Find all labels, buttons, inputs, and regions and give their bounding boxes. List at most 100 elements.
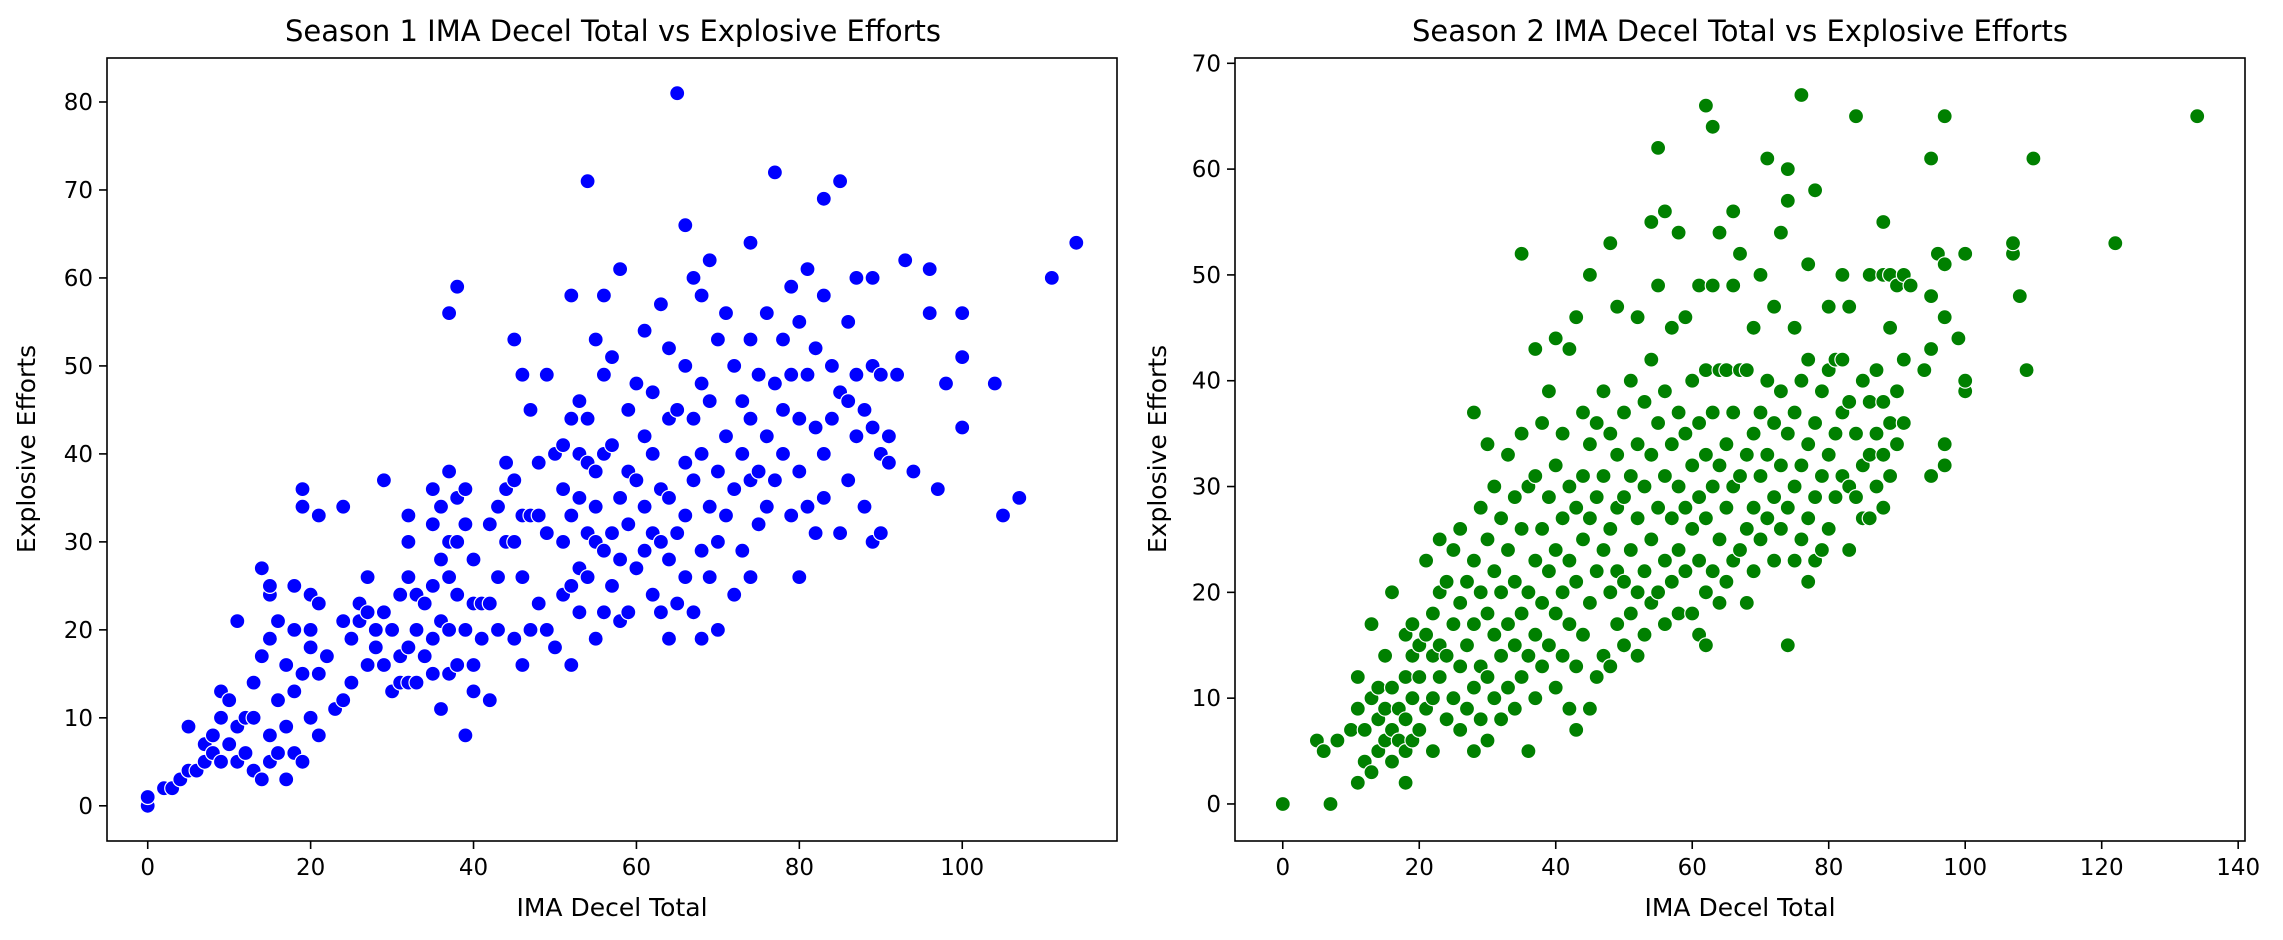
- scatter-point: [848, 366, 865, 383]
- scatter-point: [587, 331, 604, 348]
- scatter-point: [1656, 467, 1674, 485]
- scatter-point: [758, 305, 775, 322]
- scatter-point: [807, 419, 824, 436]
- scatter-point: [1356, 721, 1373, 739]
- scatter-point: [1854, 372, 1871, 389]
- scatter-point: [603, 577, 621, 595]
- scatter-point: [1772, 224, 1790, 241]
- scatter-point: [750, 463, 767, 480]
- scatter-point: [1643, 213, 1660, 231]
- scatter-point: [1806, 182, 1824, 199]
- scatter-point: [815, 489, 832, 506]
- scatter-point: [2004, 235, 2022, 252]
- scatter-point: [1581, 266, 1599, 283]
- scatter-point: [571, 604, 588, 621]
- scatter-point: [685, 269, 702, 286]
- scatter-point: [1827, 425, 1844, 442]
- scatter-point: [1800, 436, 1817, 453]
- scatter-point: [1759, 150, 1776, 167]
- scatter-point: [693, 287, 710, 304]
- scatter-point: [1725, 277, 1742, 294]
- scatter-point: [774, 401, 792, 418]
- scatter-point: [872, 524, 889, 542]
- scatter-point: [1663, 510, 1680, 527]
- scatter-point: [636, 542, 653, 559]
- scatter-point: [1499, 679, 1517, 696]
- points-layer: [1274, 86, 2206, 813]
- scatter-point: [840, 393, 857, 410]
- scatter-point: [1499, 615, 1517, 633]
- scatter-point: [1376, 700, 1394, 717]
- scatter-point: [221, 736, 238, 753]
- scatter-point: [1595, 541, 1612, 559]
- scatter-point: [742, 568, 759, 586]
- scatter-point: [1957, 372, 1974, 389]
- scatter-point: [1342, 721, 1360, 739]
- scatter-point: [1800, 351, 1817, 368]
- scatter-point: [1492, 647, 1510, 664]
- scatter-point: [506, 331, 523, 348]
- scatter-point: [1629, 647, 1646, 664]
- scatter-point: [1670, 478, 1687, 495]
- scatter-point: [375, 656, 392, 674]
- scatter-point: [709, 621, 727, 639]
- scatter-point: [489, 568, 507, 586]
- y-tick-label: 70: [1192, 51, 1221, 77]
- scatter-point: [1383, 753, 1401, 770]
- scatter-point: [994, 507, 1012, 524]
- scatter-point: [791, 313, 808, 330]
- scatter-point: [677, 568, 694, 586]
- scatter-point: [774, 445, 792, 462]
- scatter-point: [1677, 499, 1694, 516]
- scatter-point: [709, 463, 727, 480]
- scatter-point: [660, 489, 678, 506]
- scatter-point: [1533, 520, 1551, 538]
- scatter-point: [1554, 584, 1571, 601]
- scatter-point: [611, 551, 629, 568]
- scatter-point: [514, 568, 531, 586]
- scatter-point: [726, 357, 743, 374]
- scatter-point: [1622, 605, 1639, 622]
- scatter-point: [1472, 584, 1489, 601]
- scatter-point: [628, 375, 645, 392]
- scatter-point: [522, 621, 539, 639]
- scatter-point: [766, 164, 784, 181]
- scatter-point: [1486, 478, 1503, 495]
- scatter-point: [603, 437, 621, 454]
- scatter-point: [424, 516, 441, 533]
- scatter-point: [261, 577, 278, 595]
- scatter-point: [1786, 404, 1803, 421]
- scatter-point: [1011, 489, 1028, 506]
- scatter-point: [1465, 615, 1483, 633]
- scatter-point: [1875, 499, 1892, 516]
- scatter-point: [1800, 510, 1817, 527]
- scatter-point: [1602, 658, 1619, 675]
- scatter-point: [1472, 711, 1489, 728]
- scatter-point: [1533, 658, 1551, 675]
- scatter-point: [1745, 319, 1762, 336]
- scatter-point: [823, 357, 841, 374]
- scatter-point: [1888, 383, 1906, 400]
- scatter-point: [554, 437, 572, 454]
- scatter-point: [1486, 690, 1503, 707]
- x-tick-label: 40: [459, 855, 488, 881]
- scatter-point: [815, 287, 832, 304]
- scatter-point: [693, 630, 710, 647]
- scatter-point: [677, 357, 694, 374]
- scatter-point: [1656, 203, 1674, 220]
- scatter-point: [432, 498, 450, 515]
- scatter-point: [669, 85, 686, 102]
- scatter-point: [1765, 489, 1783, 506]
- scatter-point: [2189, 108, 2206, 125]
- scatter-point: [880, 454, 898, 471]
- scatter-point: [1725, 404, 1742, 421]
- scatter-point: [1745, 499, 1762, 516]
- scatter-point: [1738, 362, 1755, 379]
- scatter-point: [1465, 552, 1483, 569]
- scatter-point: [1465, 404, 1483, 421]
- scatter-point: [424, 481, 441, 498]
- scatter-point: [1452, 594, 1469, 612]
- scatter-point: [758, 498, 775, 515]
- scatter-point: [595, 542, 613, 559]
